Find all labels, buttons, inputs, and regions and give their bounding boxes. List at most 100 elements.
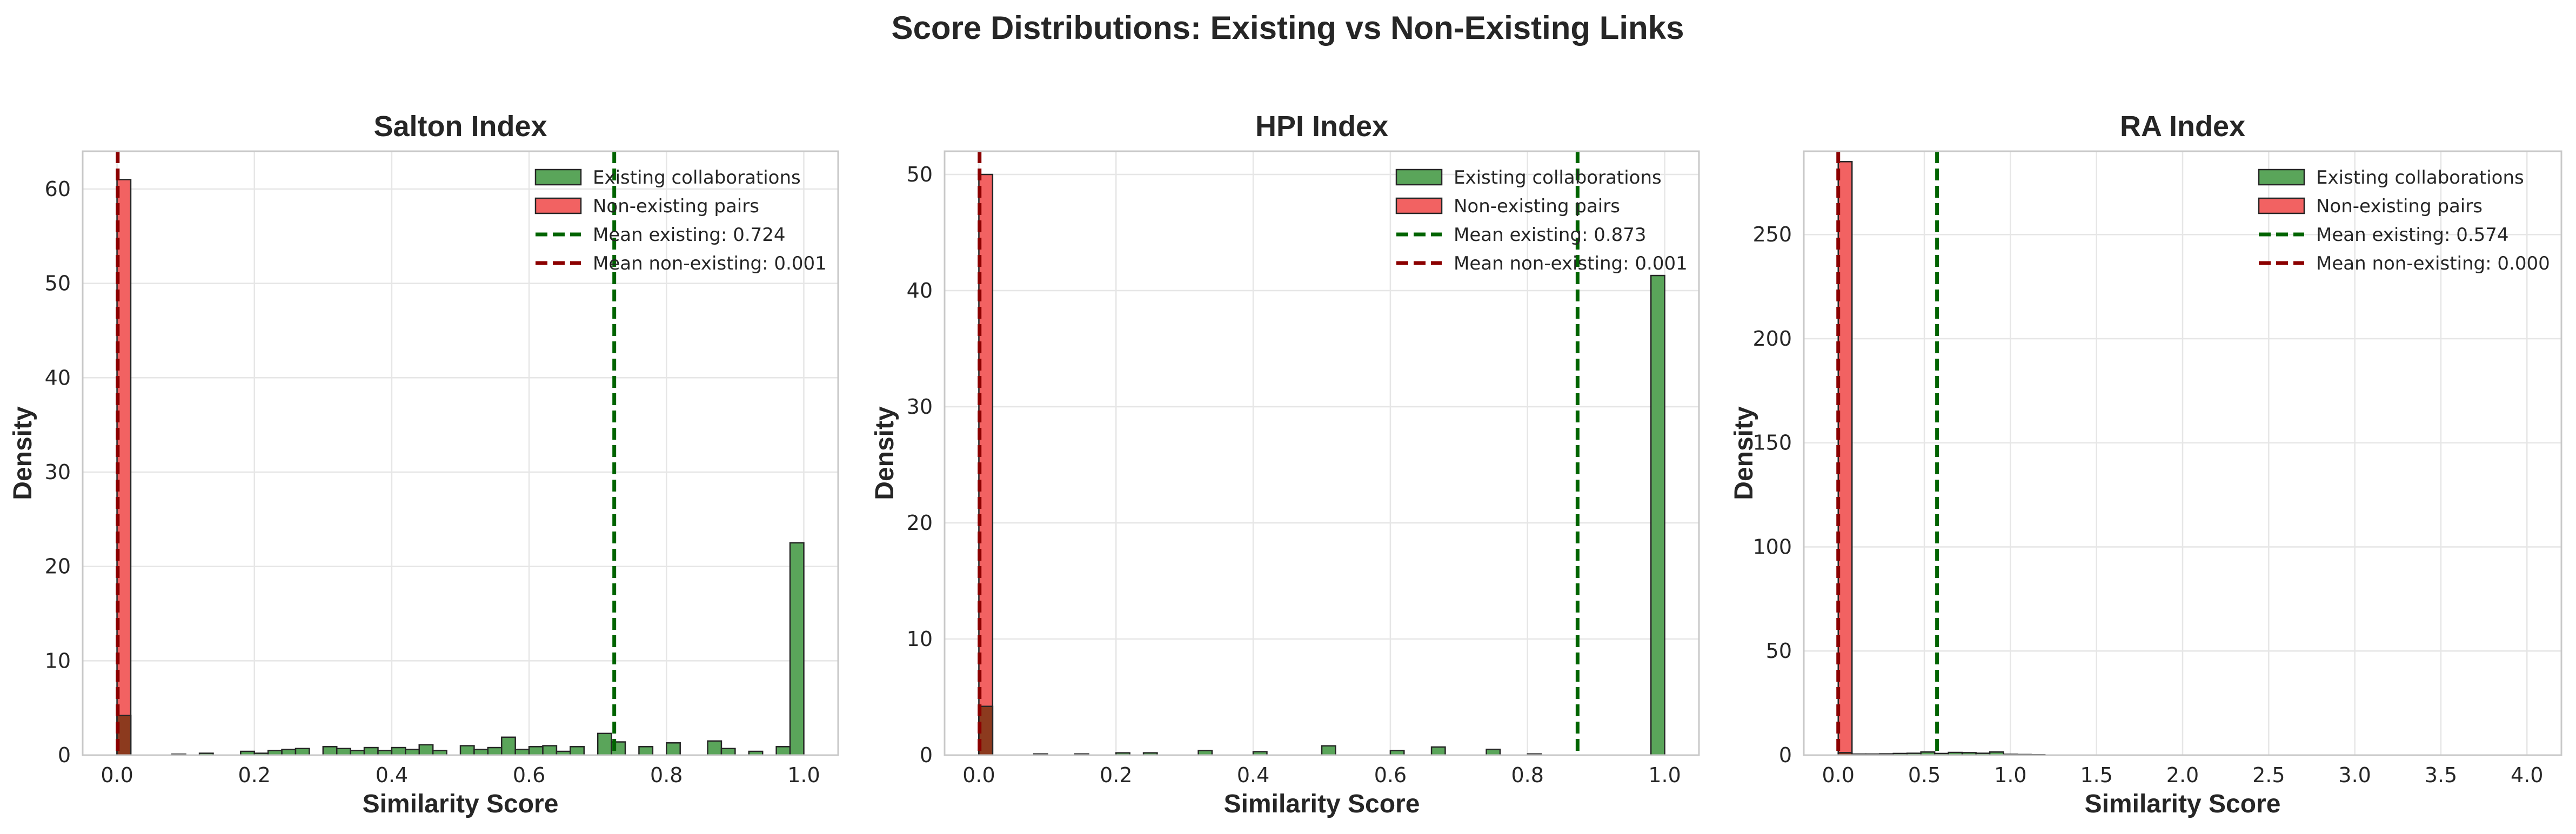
y-tick-label: 100 (1752, 535, 1792, 559)
x-tick-label: 4.0 (2511, 763, 2543, 787)
bar-existing (418, 744, 434, 756)
legend-item-mean-non-existing: Mean non-existing: 0.001 (1396, 253, 1688, 274)
x-tick-label: 0.8 (650, 763, 683, 787)
legend-label: Mean non-existing: 0.001 (593, 253, 827, 274)
legend-item-non-existing: Non-existing pairs (534, 196, 759, 217)
bar-existing (501, 736, 516, 756)
bar-existing (487, 746, 503, 756)
x-tick-label: 3.5 (2425, 763, 2457, 787)
bar-existing (281, 749, 297, 756)
y-tick-label: 10 (907, 627, 933, 651)
y-tick-label: 200 (1752, 327, 1792, 351)
bar-existing (570, 746, 585, 756)
legend-swatch (2258, 169, 2305, 186)
x-tick-label: 0.5 (1908, 763, 1941, 787)
y-tick-label: 150 (1752, 431, 1792, 455)
y-tick-label: 250 (1752, 223, 1792, 246)
bar-existing (528, 746, 544, 756)
bar-existing (459, 745, 475, 756)
legend-label: Mean non-existing: 0.000 (2316, 253, 2550, 274)
x-axis-label: Similarity Score (1224, 790, 1420, 818)
legend-label: Non-existing pairs (593, 196, 759, 217)
legend-label: Mean existing: 0.873 (1454, 224, 1647, 246)
plot-frame (1803, 150, 2562, 756)
x-tick-label: 2.5 (2252, 763, 2285, 787)
bar-existing (295, 748, 310, 756)
panel-title: Salton Index (373, 110, 547, 143)
legend-item-existing: Existing collaborations (534, 167, 801, 189)
legend: Existing collaborations Non-existing pair… (534, 167, 827, 274)
bar-existing (1486, 749, 1501, 756)
legend-label: Mean existing: 0.724 (593, 224, 786, 246)
legend-item-mean-non-existing: Mean non-existing: 0.000 (2259, 253, 2550, 274)
y-tick-label: 20 (907, 511, 933, 535)
legend-item-non-existing: Non-existing pairs (1395, 196, 1620, 217)
x-tick-label: 3.0 (2338, 763, 2371, 787)
y-tick-label: 10 (45, 649, 71, 672)
plot-frame (82, 150, 839, 756)
x-tick-label: 0.2 (1100, 763, 1132, 787)
panel-title: RA Index (2120, 110, 2245, 143)
x-tick-label: 0.0 (962, 763, 995, 787)
legend-swatch (1395, 197, 1443, 214)
y-tick-label: 50 (907, 163, 933, 186)
legend-swatch (534, 169, 582, 186)
legend: Existing collaborations Non-existing pair… (2258, 167, 2550, 274)
y-axis-label: Density (871, 406, 899, 500)
legend-label: Existing collaborations (1454, 167, 1662, 189)
x-tick-label: 0.2 (238, 763, 271, 787)
chart-panel-1: Salton Index 0.0 0.2 0.4 0.6 0.8 1.0 0 10 20 30 40 5… (9, 110, 839, 818)
bar-existing (1430, 746, 1446, 756)
x-tick-label: 0.4 (1237, 763, 1269, 787)
x-axis-label: Similarity Score (363, 790, 559, 818)
panels: Salton Index 0.0 0.2 0.4 0.6 0.8 1.0 0 10 20 30 40 5… (9, 110, 2562, 818)
y-tick-label: 30 (907, 395, 933, 419)
panel-title: HPI Index (1255, 110, 1388, 143)
bar-existing (775, 746, 791, 756)
legend-swatch (534, 197, 582, 214)
plot-frame (944, 150, 1700, 756)
y-tick-label: 60 (45, 177, 71, 201)
bar-existing (473, 749, 489, 756)
y-tick-label: 50 (1766, 639, 1792, 663)
legend-swatch (2258, 197, 2305, 214)
bar-existing (707, 740, 722, 756)
x-tick-label: 0.4 (376, 763, 408, 787)
x-tick-label: 0.6 (513, 763, 545, 787)
legend-item-mean-non-existing: Mean non-existing: 0.001 (536, 253, 827, 274)
y-tick-label: 0 (1779, 743, 1792, 767)
bar-existing (638, 746, 654, 756)
legend-label: Existing collaborations (2316, 167, 2524, 189)
bar-existing (789, 542, 805, 756)
y-tick-label: 50 (45, 272, 71, 295)
bar-existing (405, 749, 420, 756)
y-tick-label: 40 (45, 366, 71, 389)
legend-label: Non-existing pairs (2316, 196, 2483, 217)
y-tick-label: 20 (45, 555, 71, 579)
bar-existing (514, 749, 530, 756)
legend-label: Mean non-existing: 0.001 (1454, 253, 1688, 274)
x-tick-label: 0.6 (1374, 763, 1407, 787)
x-axis-label: Similarity Score (2085, 790, 2281, 818)
legend-item-existing: Existing collaborations (2258, 167, 2524, 189)
chart-panel-3: RA Index 0.0 0.5 1.0 1.5 2.0 2.5 3.0 3.5 4.0 0 50 10… (1730, 110, 2562, 818)
figure-title: Score Distributions: Existing vs Non-Exi… (892, 10, 1684, 46)
bar-existing (363, 746, 379, 756)
bar-existing (542, 745, 558, 756)
x-tick-label: 1.5 (2080, 763, 2112, 787)
x-tick-label: 2.0 (2166, 763, 2199, 787)
legend-item-mean-existing: Mean existing: 0.724 (536, 224, 786, 246)
bar-existing (666, 742, 681, 756)
x-tick-label: 1.0 (1648, 763, 1681, 787)
legend-swatch (1395, 169, 1443, 186)
y-tick-label: 40 (907, 279, 933, 302)
bar-existing (391, 746, 406, 756)
y-tick-label: 0 (920, 743, 933, 767)
legend-label: Non-existing pairs (1454, 196, 1620, 217)
x-tick-label: 0.0 (101, 763, 133, 787)
x-tick-label: 0.8 (1511, 763, 1544, 787)
y-tick-label: 0 (58, 743, 71, 767)
bar-non-existing (1837, 161, 1853, 756)
bar-existing (597, 732, 612, 756)
